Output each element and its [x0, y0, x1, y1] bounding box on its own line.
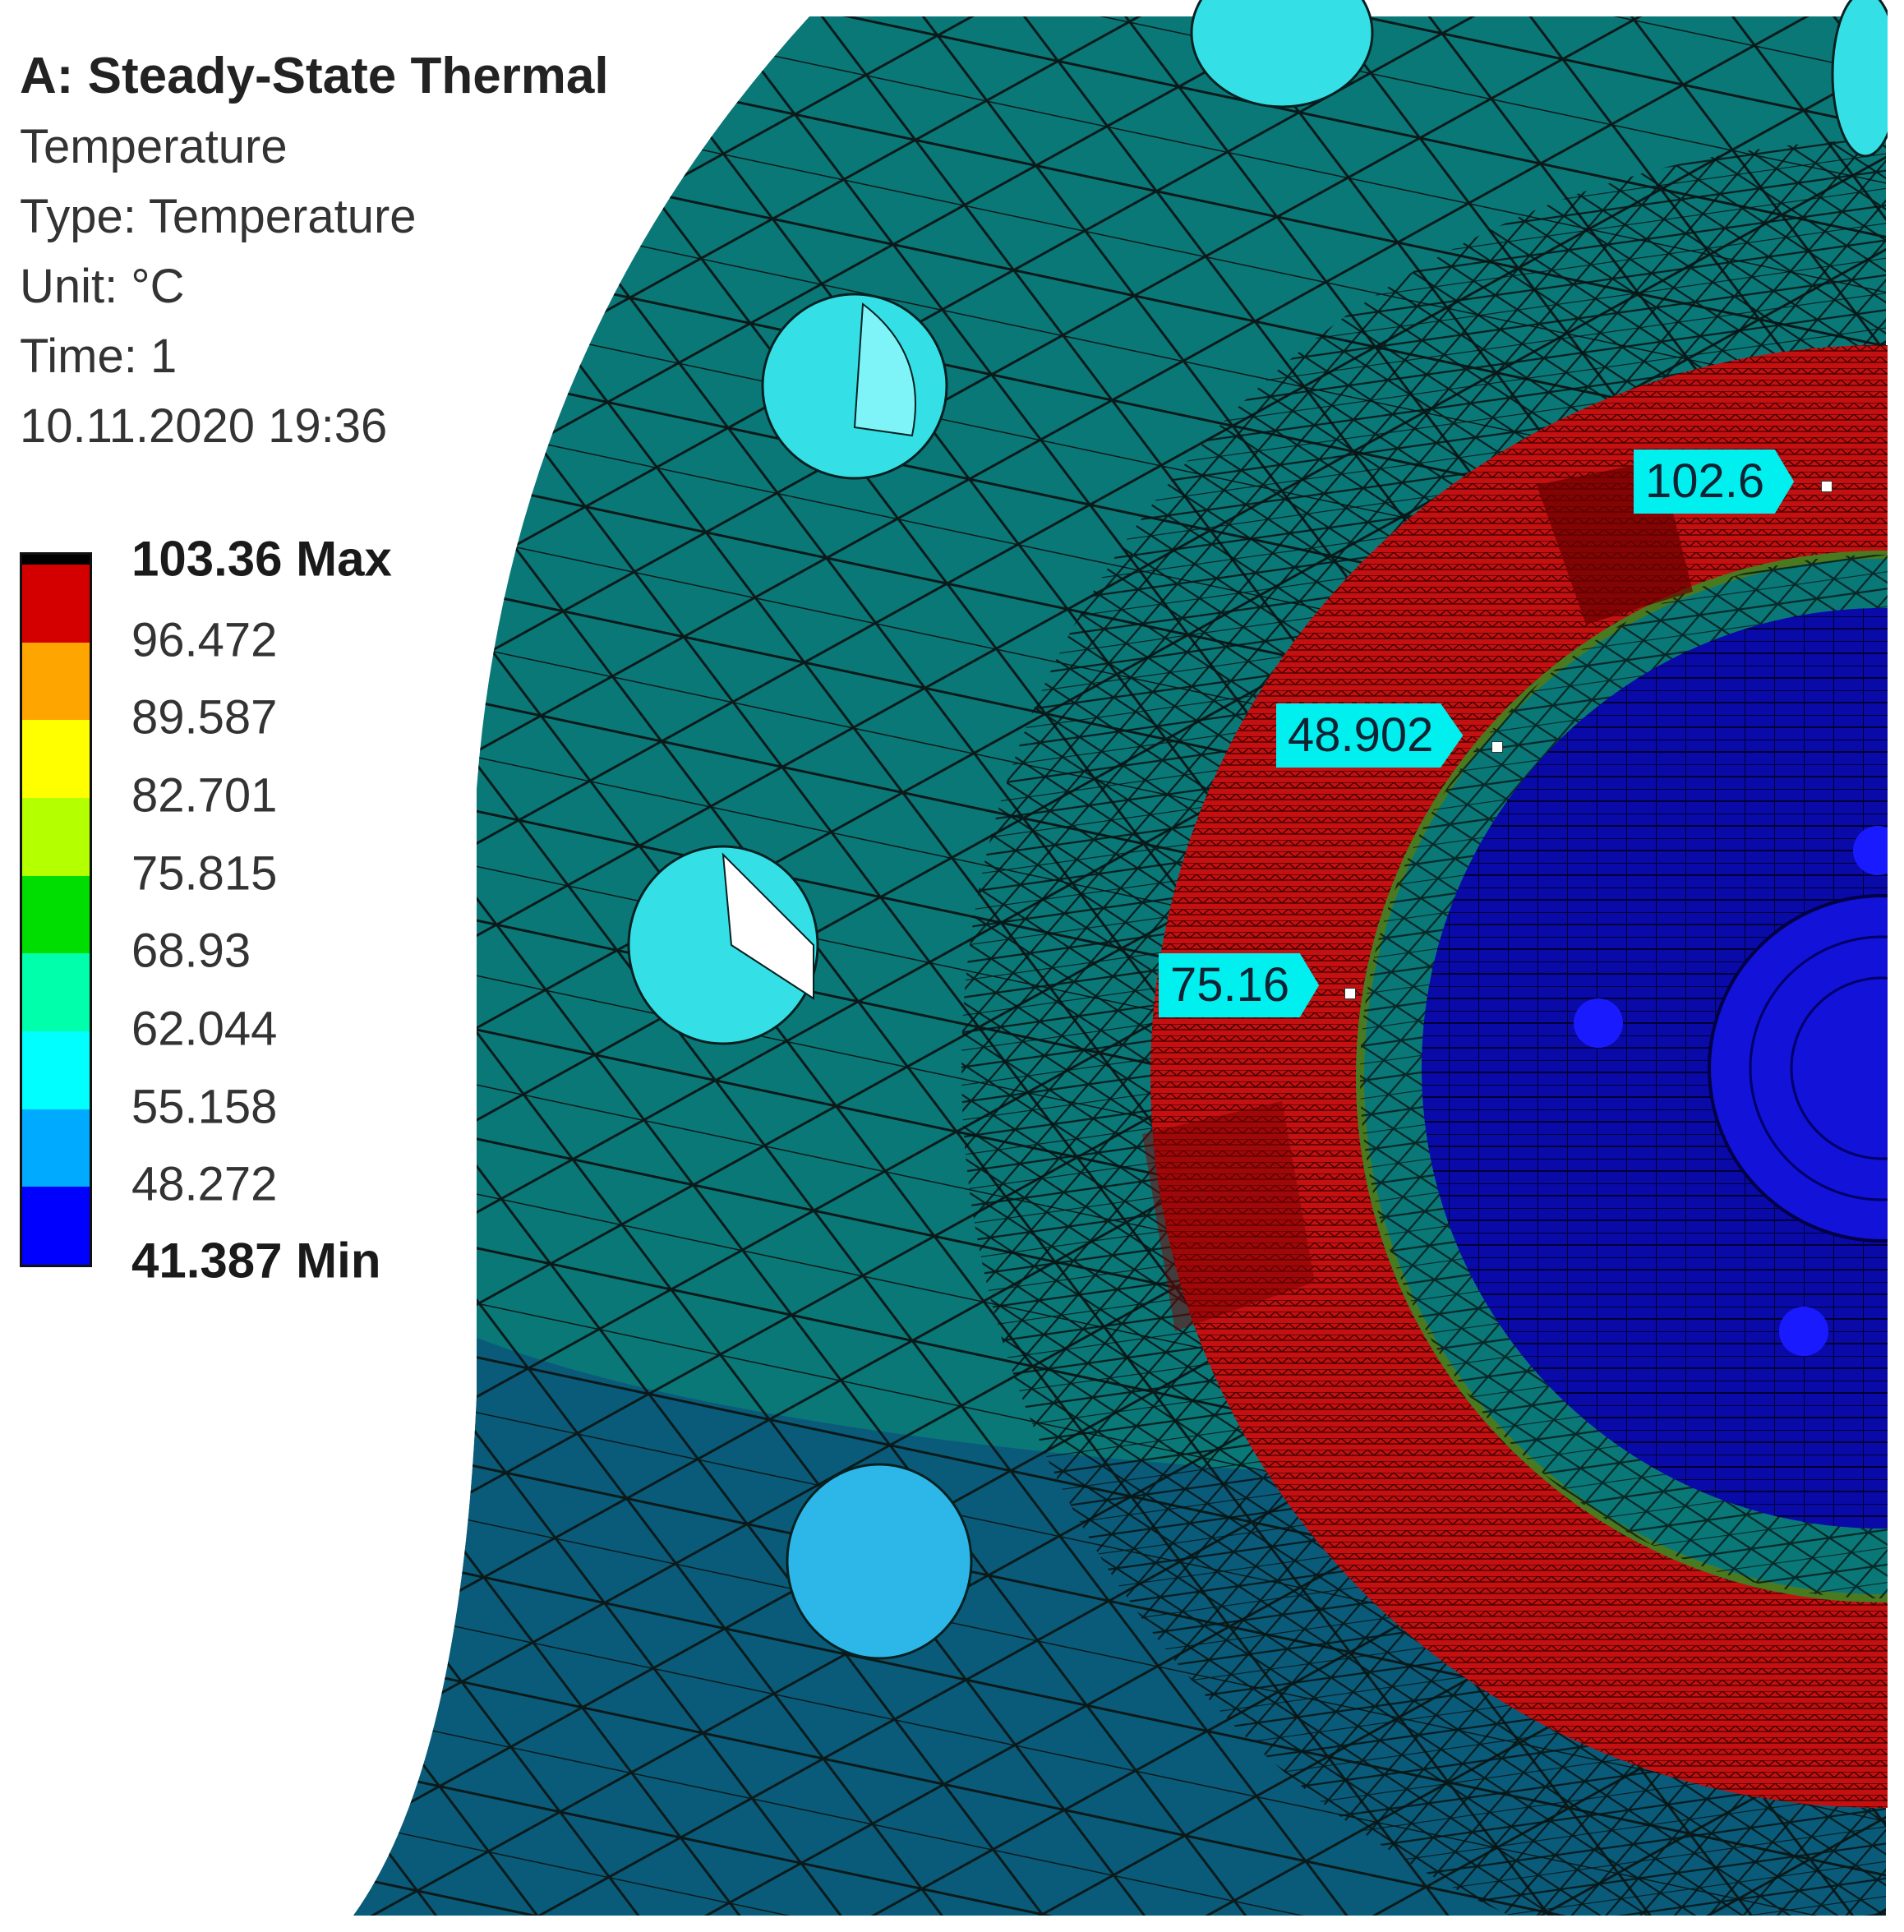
- legend-label: 89.587: [131, 690, 278, 745]
- probe-label: 102.6: [1634, 450, 1795, 514]
- legend-label: 75.815: [131, 846, 278, 901]
- legend-band: [22, 953, 90, 1031]
- legend-band: [22, 565, 90, 643]
- legend-band: [22, 642, 90, 721]
- legend-label: 68.93: [131, 924, 251, 978]
- result-type: Type: Temperature: [20, 190, 417, 243]
- result-info: A: Steady-State Thermal Temperature Type…: [20, 41, 609, 461]
- result-name: Temperature: [20, 120, 288, 173]
- legend-label: 82.701: [131, 768, 278, 823]
- legend-band: [22, 720, 90, 798]
- legend-label: 103.36 Max: [131, 531, 392, 587]
- legend-band: [22, 1109, 90, 1187]
- cold-core: [1422, 608, 1904, 1529]
- probe-pin: [1344, 988, 1356, 999]
- analysis-title: A: Steady-State Thermal: [20, 48, 609, 104]
- probe-label: 75.16: [1159, 953, 1320, 1017]
- legend-label: 96.472: [131, 613, 278, 667]
- legend-band: [22, 555, 90, 565]
- legend-label: 62.044: [131, 1002, 278, 1056]
- legend-label: 55.158: [131, 1080, 278, 1134]
- result-unit: Unit: °C: [20, 260, 185, 313]
- legend-band: [22, 1031, 90, 1109]
- legend-label: 48.272: [131, 1157, 278, 1211]
- result-date: 10.11.2020 19:36: [20, 399, 388, 453]
- probe-label: 48.902: [1276, 703, 1464, 768]
- legend-band: [22, 875, 90, 954]
- bolt-holes: [627, 0, 1900, 1660]
- result-time: Time: 1: [20, 330, 177, 383]
- probe-pin: [1821, 481, 1833, 492]
- legend-band: [22, 1187, 90, 1265]
- legend-label: 41.387 Min: [131, 1233, 381, 1289]
- probe-pin: [1491, 741, 1503, 753]
- legend-bar: [20, 552, 92, 1267]
- legend-band: [22, 798, 90, 876]
